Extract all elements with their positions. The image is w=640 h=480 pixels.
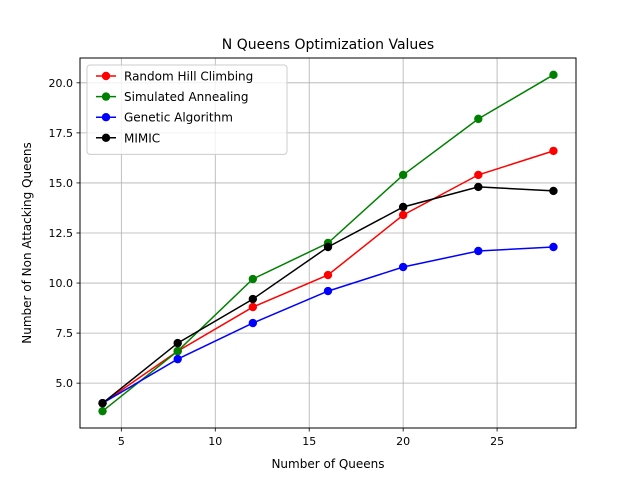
data-point-random-hill-climbing xyxy=(474,170,483,180)
data-point-genetic-algorithm xyxy=(248,318,258,328)
data-point-mimic xyxy=(323,242,333,252)
series-layer xyxy=(98,70,558,416)
legend-label: Random Hill Climbing xyxy=(124,70,253,84)
data-point-simulated-annealing xyxy=(398,170,408,180)
x-tick-label: 20 xyxy=(396,435,410,448)
y-tick-label: 17.5 xyxy=(49,127,74,140)
y-axis-label: Number of Non Attacking Queens xyxy=(20,142,34,344)
legend-entry: Simulated Annealing xyxy=(96,90,249,104)
legend-entry: Random Hill Climbing xyxy=(96,70,253,84)
legend-marker xyxy=(101,71,111,81)
data-point-random-hill-climbing xyxy=(323,270,333,280)
data-point-mimic xyxy=(173,338,182,348)
data-point-mimic xyxy=(248,294,258,304)
y-ticks: 5.0 7.5 10.0 12.5 15.0 17.5 20.0 xyxy=(49,77,80,390)
legend: Random Hill Climbing Simulated Annealing G… xyxy=(86,64,288,155)
data-point-simulated-annealing xyxy=(248,274,258,284)
data-point-random-hill-climbing xyxy=(398,210,408,220)
x-tick-label: 25 xyxy=(490,435,504,448)
x-tick-label: 5 xyxy=(118,435,125,448)
data-point-simulated-annealing xyxy=(549,70,558,80)
data-point-genetic-algorithm xyxy=(323,286,333,296)
data-point-simulated-annealing xyxy=(173,346,182,356)
legend-entry: MIMIC xyxy=(96,131,160,145)
data-point-mimic xyxy=(398,202,408,212)
legend-marker xyxy=(101,133,111,142)
y-tick-label: 15.0 xyxy=(49,177,74,190)
data-point-genetic-algorithm xyxy=(398,262,408,272)
data-point-simulated-annealing xyxy=(474,114,483,124)
y-tick-label: 5.0 xyxy=(56,377,74,390)
legend-label: Genetic Algorithm xyxy=(124,111,233,125)
y-tick-label: 10.0 xyxy=(49,277,74,290)
series-random-hill-climbing xyxy=(98,146,558,408)
data-point-mimic xyxy=(549,186,558,196)
series-mimic xyxy=(98,182,558,408)
x-tick-label: 10 xyxy=(208,435,222,448)
x-ticks: 5 10 15 20 25 xyxy=(118,428,504,448)
y-tick-label: 7.5 xyxy=(56,327,74,340)
series-genetic-algorithm xyxy=(98,242,558,408)
legend-label: Simulated Annealing xyxy=(124,90,249,104)
data-point-genetic-algorithm xyxy=(173,354,182,364)
data-point-mimic xyxy=(98,398,107,408)
series-line-genetic-algorithm xyxy=(102,246,554,404)
data-point-random-hill-climbing xyxy=(248,302,258,312)
data-point-simulated-annealing xyxy=(98,406,107,416)
chart-title: N Queens Optimization Values xyxy=(222,37,434,53)
x-tick-label: 15 xyxy=(302,435,316,448)
data-point-mimic xyxy=(474,182,483,192)
data-point-random-hill-climbing xyxy=(549,146,558,156)
x-axis-label: Number of Queens xyxy=(271,457,384,471)
legend-entry: Genetic Algorithm xyxy=(96,111,233,125)
legend-label: MIMIC xyxy=(124,131,160,145)
y-tick-label: 12.5 xyxy=(49,227,74,240)
legend-marker xyxy=(101,92,111,101)
y-tick-label: 20.0 xyxy=(49,77,74,90)
legend-marker xyxy=(101,113,111,122)
data-point-genetic-algorithm xyxy=(549,242,558,252)
legend-box xyxy=(86,64,288,155)
plot-frame xyxy=(79,57,577,429)
data-point-genetic-algorithm xyxy=(474,246,483,256)
